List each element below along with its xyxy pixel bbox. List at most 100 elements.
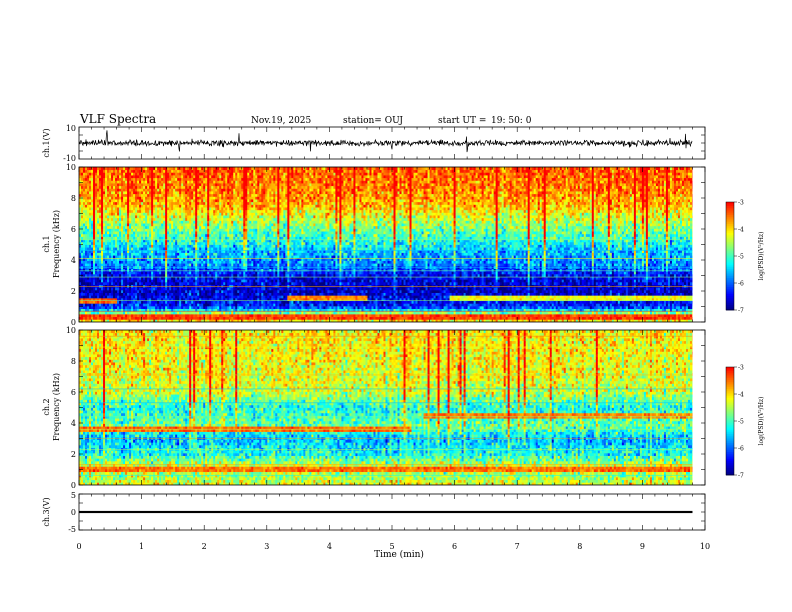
- spectrogram-cell: [135, 297, 138, 302]
- spectrogram-cell: [143, 295, 146, 299]
- spectrogram-cell: [127, 233, 130, 237]
- spectrogram-cell: [125, 279, 128, 283]
- spectrogram-cell: [117, 220, 120, 224]
- spectrogram-cell: [103, 185, 106, 189]
- spectrogram-cell: [115, 313, 118, 318]
- spectrogram-cell: [143, 271, 146, 275]
- spectrogram-cell: [95, 167, 98, 171]
- spectrogram-cell: [137, 247, 140, 251]
- spectrogram-cell: [135, 319, 138, 322]
- spectrogram-cell: [145, 241, 148, 245]
- spectrogram-cell: [93, 201, 96, 205]
- spectrogram-cell: [105, 316, 108, 320]
- spectrogram-cell: [93, 247, 96, 251]
- spectrogram-cell: [137, 279, 140, 283]
- spectrogram-cell: [109, 241, 112, 245]
- spectrogram-cell: [81, 247, 84, 251]
- spectrogram-cell: [81, 255, 84, 259]
- spectrogram-cell: [87, 233, 90, 237]
- spectrogram-cell: [147, 220, 150, 224]
- spectrogram-cell: [113, 223, 116, 227]
- spectrogram-cell: [133, 188, 136, 192]
- spectrogram-cell: [123, 313, 126, 318]
- spectrogram-cell: [81, 212, 84, 216]
- spectrogram-cell: [81, 236, 84, 240]
- spectrogram-cell: [125, 228, 128, 232]
- spectrogram-cell: [143, 249, 146, 253]
- spectrogram-cell: [95, 217, 98, 221]
- spectrogram-cell: [133, 185, 136, 189]
- spectrogram-cell: [83, 204, 86, 208]
- spectrogram-cell: [133, 319, 136, 322]
- spectrogram-cell: [107, 257, 110, 261]
- spectrogram-cell: [85, 239, 88, 243]
- spectrogram-cell: [135, 233, 138, 237]
- spectrogram-cell: [145, 249, 148, 253]
- spectrogram-cell: [101, 223, 104, 227]
- spectrogram-cell: [89, 207, 92, 211]
- spectrogram-cell: [139, 308, 142, 312]
- spectrogram-cell: [123, 257, 126, 261]
- spectrogram-cell: [103, 172, 106, 176]
- spectrogram-cell: [87, 196, 90, 200]
- spectrogram-cell: [117, 292, 120, 296]
- spectrogram-cell: [131, 177, 134, 181]
- spectrogram-cell: [87, 292, 90, 296]
- spectrogram-cell: [113, 287, 116, 291]
- spectrogram-cell: [131, 185, 134, 189]
- spectrogram-cell: [115, 204, 118, 208]
- spectrogram-cell: [149, 305, 152, 310]
- spectrogram-cell: [147, 175, 150, 179]
- spectrogram-cell: [103, 193, 106, 197]
- spectrogram-cell: [131, 199, 134, 203]
- spectrogram-cell: [137, 308, 140, 312]
- spectrogram-cell: [89, 305, 92, 310]
- spectrogram-cell: [141, 273, 144, 277]
- spectrogram-cell: [127, 231, 130, 235]
- spectrogram-cell: [87, 225, 90, 229]
- spectrogram-cell: [137, 223, 140, 227]
- spectrogram-cell: [127, 265, 130, 269]
- spectrogram-cell: [105, 215, 108, 219]
- spectrogram-cell: [119, 239, 122, 243]
- spectrogram-cell: [127, 300, 130, 304]
- spectrogram-cell: [95, 241, 98, 245]
- spectrogram-cell: [137, 177, 140, 181]
- spectrogram-cell: [101, 303, 104, 307]
- spectrogram-cell: [143, 209, 146, 213]
- spectrogram-cell: [85, 167, 88, 171]
- spectrogram-cell: [83, 217, 86, 221]
- spectrogram-cell: [143, 260, 146, 264]
- spectrogram-cell: [123, 244, 126, 248]
- spectrogram-cell: [95, 223, 98, 227]
- spectrogram-cell: [127, 236, 130, 240]
- spectrogram-cell: [111, 180, 114, 184]
- spectrogram-cell: [99, 271, 102, 275]
- spectrogram-cell: [141, 223, 144, 227]
- spectrogram-cell: [81, 167, 84, 171]
- spectrogram-cell: [125, 276, 128, 280]
- spectrogram-cell: [101, 260, 104, 264]
- spectrogram-cell: [81, 313, 84, 318]
- spectrogram-cell: [145, 236, 148, 240]
- spectrogram-cell: [95, 225, 98, 229]
- spectrogram-cell: [101, 204, 104, 208]
- spectrogram-cell: [81, 180, 84, 184]
- spectrogram-cell: [131, 244, 134, 248]
- spectrogram-cell: [127, 295, 130, 299]
- spectrogram-cell: [107, 220, 110, 224]
- spectrogram-cell: [79, 311, 82, 315]
- spectrogram-cell: [131, 260, 134, 264]
- spectrogram-cell: [133, 295, 136, 299]
- spectrogram-cell: [119, 212, 122, 216]
- spectrogram-cell: [91, 289, 94, 293]
- spectrogram-cell: [137, 271, 140, 275]
- spectrogram-cell: [91, 257, 94, 261]
- spectrogram-cell: [139, 169, 142, 173]
- spectrogram-cell: [129, 212, 132, 216]
- spectrogram-cell: [103, 297, 106, 302]
- spectrogram-cell: [91, 167, 94, 171]
- spectrogram-cell: [147, 287, 150, 291]
- spectrogram-cell: [125, 249, 128, 253]
- spectrogram-cell: [139, 263, 142, 267]
